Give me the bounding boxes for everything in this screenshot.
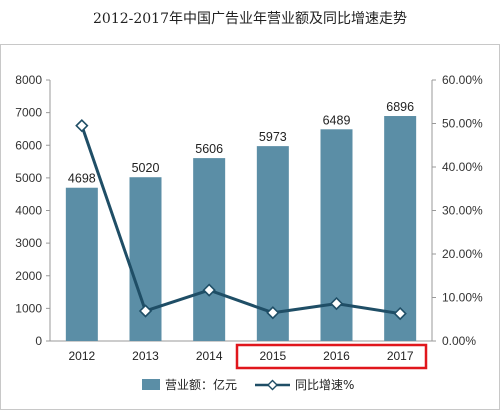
category-label: 2015 <box>259 349 286 363</box>
growth-marker <box>329 296 344 311</box>
line-series <box>75 119 407 321</box>
left-axis-tick-label: 1000 <box>15 301 42 315</box>
highlight-box-group <box>235 343 428 370</box>
left-axis-tick-label: 4000 <box>15 204 42 218</box>
bar-value-label: 5606 <box>195 142 223 156</box>
bar-value-label: 6489 <box>323 113 351 127</box>
left-axis-tick-label: 8000 <box>15 73 42 87</box>
axes: 0 1000 2000 3000 4000 5000 6000 7000 8000 0.00% 10… <box>15 73 483 348</box>
category-label: 2017 <box>387 349 414 363</box>
chart-title: 2012-2017年中国广告业年营业额及同比增速走势 <box>93 11 407 27</box>
right-axis-tick-label: 40.00% <box>442 160 483 174</box>
left-axis-tick-label: 2000 <box>15 269 42 283</box>
growth-marker <box>75 119 89 133</box>
bar <box>193 158 226 341</box>
bar-value-label: 5020 <box>132 161 160 175</box>
legend-line-label: 同比增速% <box>295 378 354 392</box>
highlight-box <box>235 343 428 370</box>
legend-line-marker <box>267 379 278 391</box>
right-axis-tick-label: 0.00% <box>442 334 476 348</box>
legend-bar-label: 营业额：亿元 <box>165 377 237 392</box>
left-axis-tick-label: 7000 <box>15 106 42 120</box>
right-axis-tick-label: 10.00% <box>442 291 483 305</box>
category-labels: 2012 2013 2014 2015 2016 2017 <box>68 349 413 363</box>
right-axis-tick-label: 30.00% <box>442 204 483 218</box>
category-label: 2016 <box>323 349 350 363</box>
left-axis-tick-label: 3000 <box>15 236 42 250</box>
category-label: 2012 <box>68 349 95 363</box>
growth-marker <box>266 306 280 320</box>
left-axis-tick-label: 0 <box>35 334 42 348</box>
growth-line <box>80 125 401 316</box>
right-axis-tick-label: 20.00% <box>442 247 483 261</box>
growth-marker <box>393 306 407 321</box>
left-axis-tick-label: 5000 <box>15 171 42 185</box>
bar <box>65 187 98 341</box>
right-axis-tick-label: 60.00% <box>442 73 483 87</box>
data-labels: 4698 5020 5606 5973 6489 6896 <box>68 100 414 186</box>
legend: 营业额：亿元 同比增速% <box>142 377 354 392</box>
category-label: 2013 <box>132 349 159 363</box>
category-label: 2014 <box>196 349 223 363</box>
bar <box>384 116 417 341</box>
left-axis-tick-label: 6000 <box>15 138 42 152</box>
bar-value-label: 4698 <box>68 172 96 186</box>
growth-marker <box>202 283 216 297</box>
bar-value-label: 5973 <box>259 130 287 144</box>
bar-value-label: 6896 <box>386 100 414 114</box>
legend-bar-swatch <box>142 379 160 390</box>
right-axis-tick-label: 50.00% <box>442 117 483 131</box>
growth-marker <box>138 304 153 318</box>
